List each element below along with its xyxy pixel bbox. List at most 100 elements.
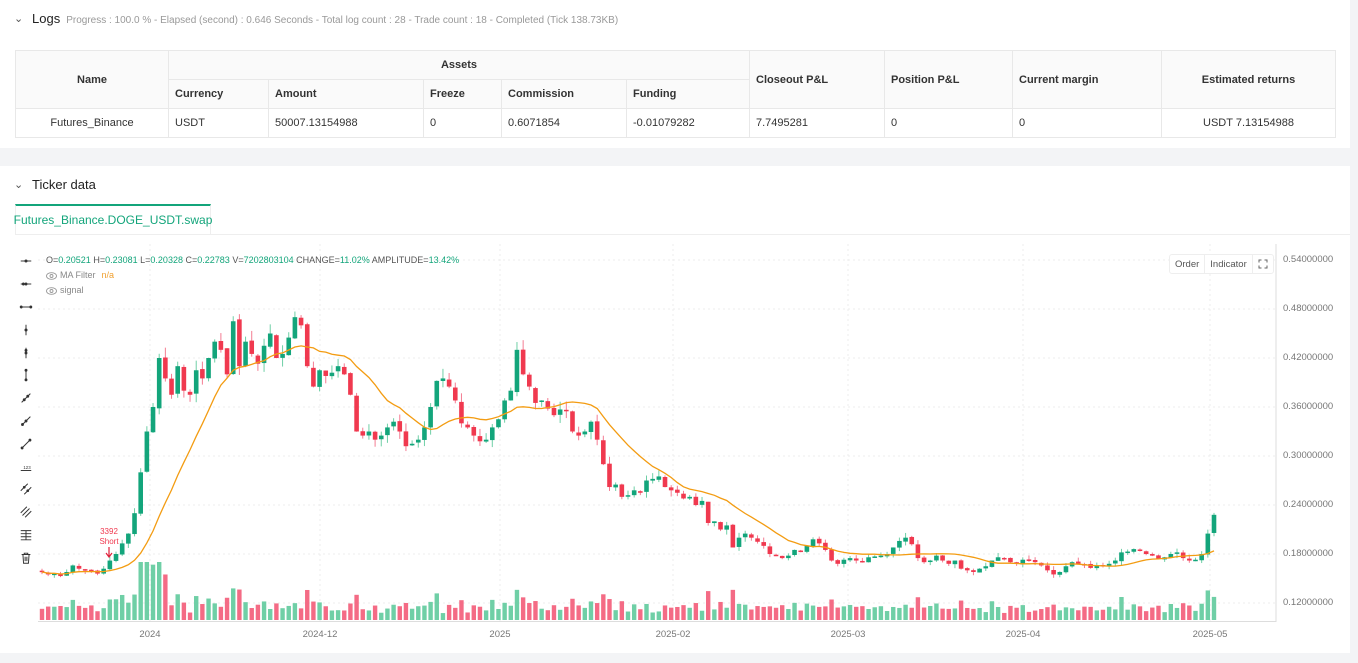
trend-line-tool[interactable] bbox=[16, 387, 36, 410]
cell-position-pnl: 0 bbox=[884, 108, 1013, 138]
ma-filter-value: n/a bbox=[101, 270, 115, 280]
volume-value: 7202803104 bbox=[243, 255, 294, 265]
price-tick-label: 0.18000000 bbox=[1283, 548, 1334, 559]
cell-currency: USDT bbox=[168, 108, 269, 138]
price-channel-tool[interactable] bbox=[16, 501, 36, 524]
ticker-title: Ticker data bbox=[32, 177, 96, 192]
cell-commission: 0.6071854 bbox=[501, 108, 627, 138]
ray-line-icon bbox=[21, 416, 31, 426]
horizontal-ray-tool[interactable] bbox=[16, 273, 36, 296]
tab-divider bbox=[15, 234, 1350, 235]
price-tick-label: 0.30000000 bbox=[1283, 450, 1334, 461]
cell-current-margin: 0 bbox=[1012, 108, 1162, 138]
time-tick-label: 2025-05 bbox=[1192, 629, 1228, 640]
time-tick-label: 2025-03 bbox=[830, 629, 866, 640]
order-button[interactable]: Order bbox=[1170, 255, 1206, 273]
svg-text:123: 123 bbox=[23, 464, 31, 469]
horizontal-segment-icon bbox=[19, 305, 33, 309]
horizontal-line-tool[interactable] bbox=[16, 250, 36, 273]
indicator-button[interactable]: Indicator bbox=[1205, 255, 1253, 273]
ma-filter-legend[interactable]: MA Filter n/a bbox=[46, 268, 459, 283]
eye-icon[interactable] bbox=[46, 286, 57, 295]
logs-panel: ⌄ Logs Progress : 100.0 % - Elapsed (sec… bbox=[0, 0, 1350, 148]
logs-header[interactable]: ⌄ Logs Progress : 100.0 % - Elapsed (sec… bbox=[14, 11, 618, 26]
svg-text:Short: Short bbox=[99, 537, 119, 546]
eye-icon[interactable] bbox=[46, 271, 57, 280]
arrow-down-icon bbox=[105, 547, 113, 558]
vertical-segment-tool[interactable] bbox=[16, 364, 36, 387]
ticker-header[interactable]: ⌄ Ticker data bbox=[14, 177, 96, 192]
logs-meta: Progress : 100.0 % - Elapsed (second) : … bbox=[66, 15, 619, 26]
price-line-tool[interactable]: 123 bbox=[16, 455, 36, 478]
chevron-down-icon[interactable]: ⌄ bbox=[14, 13, 24, 25]
col-assets: Assets bbox=[168, 50, 750, 80]
time-tick-label: 2025-04 bbox=[1005, 629, 1041, 640]
ohlc-readout: O=0.20521 H=0.23081 L=0.20328 C=0.22783 … bbox=[46, 255, 460, 265]
price-line-icon: 123 bbox=[20, 464, 32, 471]
vertical-line-icon bbox=[24, 324, 28, 336]
time-tick-label: 2024 bbox=[139, 629, 161, 640]
assets-table: Name Assets Closeout P&L Position P&L Cu… bbox=[15, 50, 1336, 138]
high-value: 0.23081 bbox=[105, 255, 138, 265]
col-closeout-pnl: Closeout P&L bbox=[749, 50, 885, 109]
segment-line-icon bbox=[20, 438, 32, 450]
svg-text:3392: 3392 bbox=[100, 527, 118, 536]
vertical-segment-icon bbox=[24, 369, 28, 382]
fibonacci-tool[interactable] bbox=[16, 524, 36, 547]
tab-doge-usdt-swap[interactable]: Futures_Binance.DOGE_USDT.swap bbox=[14, 204, 212, 234]
parallel-channel-tool[interactable] bbox=[16, 478, 36, 501]
vertical-line-tool[interactable] bbox=[16, 318, 36, 341]
cell-funding: -0.01079282 bbox=[626, 108, 750, 138]
horizontal-segment-tool[interactable] bbox=[16, 296, 36, 319]
signal-legend[interactable]: signal bbox=[46, 283, 459, 298]
col-current-margin: Current margin bbox=[1012, 50, 1162, 109]
cell-closeout-pnl: 7.7495281 bbox=[749, 108, 885, 138]
parallel-channel-icon bbox=[20, 483, 32, 495]
low-value: 0.20328 bbox=[150, 255, 183, 265]
col-commission: Commission bbox=[501, 79, 627, 109]
vertical-ray-tool[interactable] bbox=[16, 341, 36, 364]
col-name: Name bbox=[15, 50, 169, 109]
col-currency: Currency bbox=[168, 79, 269, 109]
chart-legend: O=0.20521 H=0.23081 L=0.20328 C=0.22783 … bbox=[46, 253, 459, 298]
cell-name: Futures_Binance bbox=[15, 108, 169, 138]
cell-amount: 50007.13154988 bbox=[268, 108, 424, 138]
horizontal-line-icon bbox=[20, 259, 32, 263]
col-position-pnl: Position P&L bbox=[884, 50, 1013, 109]
ray-line-tool[interactable] bbox=[16, 410, 36, 433]
price-tick-label: 0.48000000 bbox=[1283, 303, 1334, 314]
logs-title: Logs bbox=[32, 11, 61, 26]
price-tick-label: 0.36000000 bbox=[1283, 401, 1334, 412]
horizontal-ray-icon bbox=[20, 282, 32, 286]
trash-tool[interactable] bbox=[16, 546, 36, 569]
fibonacci-icon bbox=[20, 530, 32, 541]
table-row: Futures_Binance USDT 50007.13154988 0 0.… bbox=[15, 108, 1336, 138]
time-tick-label: 2025 bbox=[489, 629, 511, 640]
amplitude-value: 13.42% bbox=[428, 255, 460, 265]
time-tick-label: 2024-12 bbox=[302, 629, 338, 640]
price-tick-label: 0.54000000 bbox=[1283, 254, 1334, 265]
col-amount: Amount bbox=[268, 79, 424, 109]
open-value: 0.20521 bbox=[58, 255, 91, 265]
price-tick-label: 0.12000000 bbox=[1283, 597, 1334, 608]
price-tick-label: 0.24000000 bbox=[1283, 499, 1334, 510]
col-funding: Funding bbox=[626, 79, 750, 109]
fullscreen-icon bbox=[1258, 259, 1268, 269]
col-estimated-returns: Estimated returns bbox=[1161, 50, 1336, 109]
fullscreen-button[interactable] bbox=[1253, 255, 1273, 273]
chevron-down-icon[interactable]: ⌄ bbox=[14, 179, 24, 191]
ticker-panel: ⌄ Ticker data Futures_Binance.DOGE_USDT.… bbox=[0, 166, 1350, 653]
price-channel-icon bbox=[20, 506, 32, 518]
trend-line-icon bbox=[21, 393, 31, 403]
col-freeze: Freeze bbox=[423, 79, 502, 109]
change-value: 11.02% bbox=[339, 255, 370, 265]
price-tick-label: 0.42000000 bbox=[1283, 352, 1334, 363]
trash-icon bbox=[21, 552, 31, 564]
chart-button-group: Order Indicator bbox=[1169, 254, 1274, 274]
segment-line-tool[interactable] bbox=[16, 432, 36, 455]
time-tick-label: 2025-02 bbox=[655, 629, 691, 640]
drawing-toolbar: 123 bbox=[16, 250, 38, 569]
cell-estimated-returns: USDT 7.13154988 bbox=[1161, 108, 1336, 138]
